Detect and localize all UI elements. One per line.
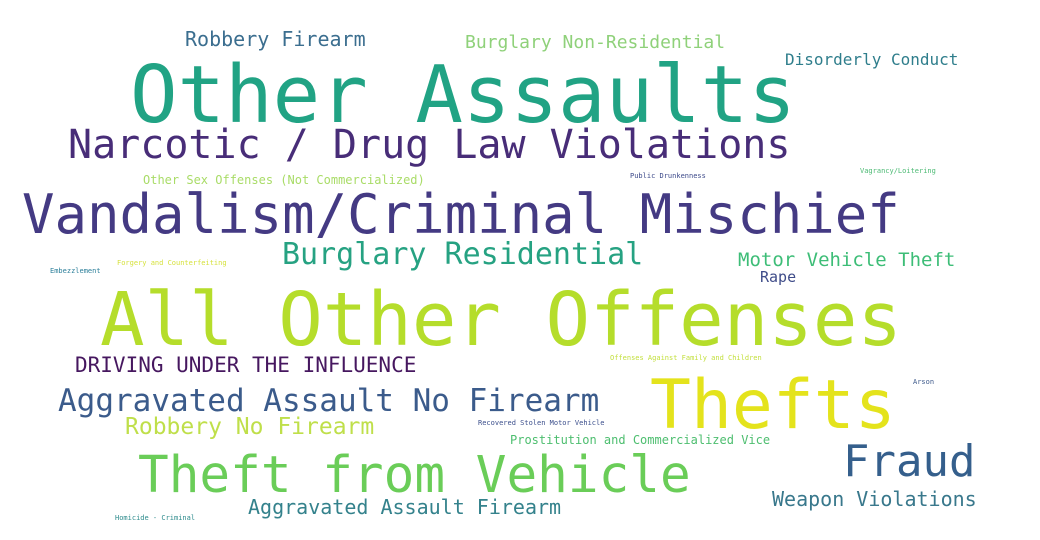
word-arson: Arson — [913, 378, 935, 386]
word-robbery-firearm: Robbery Firearm — [185, 27, 366, 51]
word-burglary-non-residential: Burglary Non-Residential — [465, 32, 726, 53]
word-driving-under-the-influence: DRIVING UNDER THE INFLUENCE — [75, 353, 417, 377]
word-forgery-counterfeiting: Forgery and Counterfeiting — [117, 259, 227, 267]
word-vagrancy-loitering: Vagrancy/Loitering — [860, 167, 936, 175]
word-weapon-violations: Weapon Violations — [772, 487, 977, 511]
word-aggravated-assault-firearm: Aggravated Assault Firearm — [248, 495, 562, 519]
word-recovered-stolen-motor-vehicle: Recovered Stolen Motor Vehicle — [478, 419, 605, 427]
word-all-other-offenses: All Other Offenses — [100, 277, 902, 363]
word-other-sex-offenses: Other Sex Offenses (Not Commercialized) — [143, 173, 425, 187]
word-vandalism-criminal-mischief: Vandalism/Criminal Mischief — [22, 183, 900, 246]
word-robbery-no-firearm: Robbery No Firearm — [125, 414, 375, 440]
word-theft-from-vehicle: Theft from Vehicle — [138, 446, 691, 505]
word-aggravated-assault-no-firearm: Aggravated Assault No Firearm — [58, 383, 600, 419]
word-public-drunkenness: Public Drunkenness — [630, 172, 706, 180]
word-rape: Rape — [760, 268, 797, 286]
word-fraud: Fraud — [843, 436, 976, 487]
word-offenses-against-family: Offenses Against Family and Children — [610, 354, 762, 362]
word-disorderly-conduct: Disorderly Conduct — [785, 50, 959, 69]
word-prostitution-commercialized-vice: Prostitution and Commercialized Vice — [510, 433, 771, 447]
word-embezzlement: Embezzlement — [50, 267, 101, 275]
word-burglary-residential: Burglary Residential — [282, 237, 644, 272]
word-other-assaults: Other Assaults — [130, 49, 796, 141]
word-homicide-criminal: Homicide - Criminal — [115, 514, 196, 522]
word-narcotic-drug-law-violations: Narcotic / Drug Law Violations — [68, 122, 791, 168]
word-motor-vehicle-theft: Motor Vehicle Theft — [738, 249, 956, 271]
word-thefts: Thefts — [650, 366, 896, 445]
